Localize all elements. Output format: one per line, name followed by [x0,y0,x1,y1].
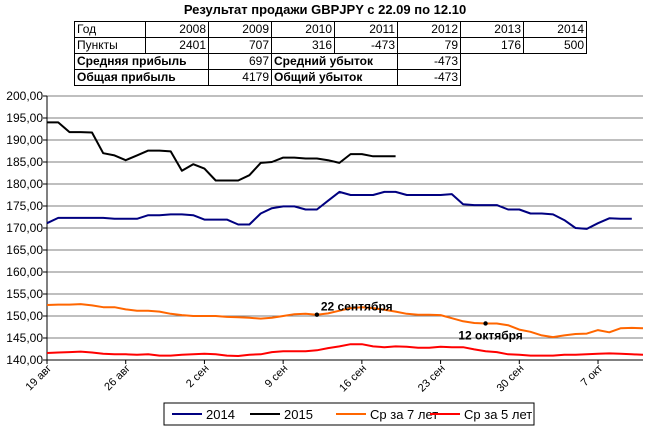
total-loss-label: Общий убыток [271,69,398,86]
points-cell: 176 [460,37,524,54]
y-tick-label: 190,00 [6,133,43,147]
results-table: Год 2008 2009 2010 2011 2012 2013 2014 П… [74,21,587,86]
year-cell: 2014 [523,21,587,38]
y-tick-label: 180,00 [6,177,43,191]
series-lines [46,121,644,357]
x-tick-label: 19 авг [24,363,55,394]
series-line [47,121,396,182]
annotation-marker [483,321,488,326]
points-label: Пункты [74,37,146,54]
year-cell: 2008 [145,21,209,38]
y-tick-label: 175,00 [6,199,43,213]
total-row: Общая прибыль 4179 Общий убыток -473 [74,69,587,86]
y-tick-label: 195,00 [6,111,43,125]
y-tick-label: 140,00 [6,353,43,367]
gridlines [47,95,643,361]
chart-title: Результат продажи GBPJPY с 22.09 по 12.1… [183,2,467,17]
y-axis: 200,00 195,00 190,00 185,00 180,00 175,00 170,… [6,89,48,367]
legend-label: 2014 [206,407,235,422]
x-axis: 19 авг 26 авг 2 сен 9 сен 16 сен 23 сен 30 сен… [24,359,643,395]
x-tick-label: 9 сен [263,363,290,390]
legend-label: Ср за 7 лет [370,407,438,422]
legend-label: Ср за 5 лет [464,407,532,422]
average-row: Средняя прибыль 697 Средний убыток -473 [74,53,587,70]
year-row: Год 2008 2009 2010 2011 2012 2013 2014 [74,21,587,38]
annotation-marker [314,312,320,317]
x-tick-label: 30 сен [495,363,527,395]
annotation-label: 22 сентября [321,300,393,314]
y-tick-label: 155,00 [6,287,43,301]
series-line [46,343,644,357]
series-line [46,190,632,230]
annotations: 22 сентября 12 октября [314,300,523,342]
legend-label: 2015 [284,407,313,422]
x-tick-label: 23 сен [416,363,448,395]
annotation-label: 12 октября [458,328,522,342]
x-tick-label: 26 авг [102,363,133,394]
x-tick-label: 16 сен [337,363,369,395]
legend: 2014 2015 Ср за 7 лет Ср за 5 лет [163,402,535,426]
y-tick-label: 160,00 [6,265,43,279]
y-tick-label: 165,00 [6,243,43,257]
points-row: Пункты 2401 707 316 -473 79 176 500 [74,37,587,54]
x-tick-label: 7 окт [579,363,605,389]
total-profit-label: Общая прибыль [74,69,209,86]
x-tick-label: 2 сен [184,363,211,390]
total-loss-value: -473 [397,69,461,86]
points-cell: 500 [523,37,587,54]
y-tick-label: 200,00 [6,89,43,103]
y-tick-label: 185,00 [6,155,43,169]
total-profit-value: 4179 [208,69,272,86]
y-tick-label: 150,00 [6,309,43,323]
year-cell: 2012 [397,21,461,38]
y-tick-label: 170,00 [6,221,43,235]
avg-loss-value: -473 [397,53,461,70]
series-line [46,303,644,339]
y-tick-label: 145,00 [6,331,43,345]
